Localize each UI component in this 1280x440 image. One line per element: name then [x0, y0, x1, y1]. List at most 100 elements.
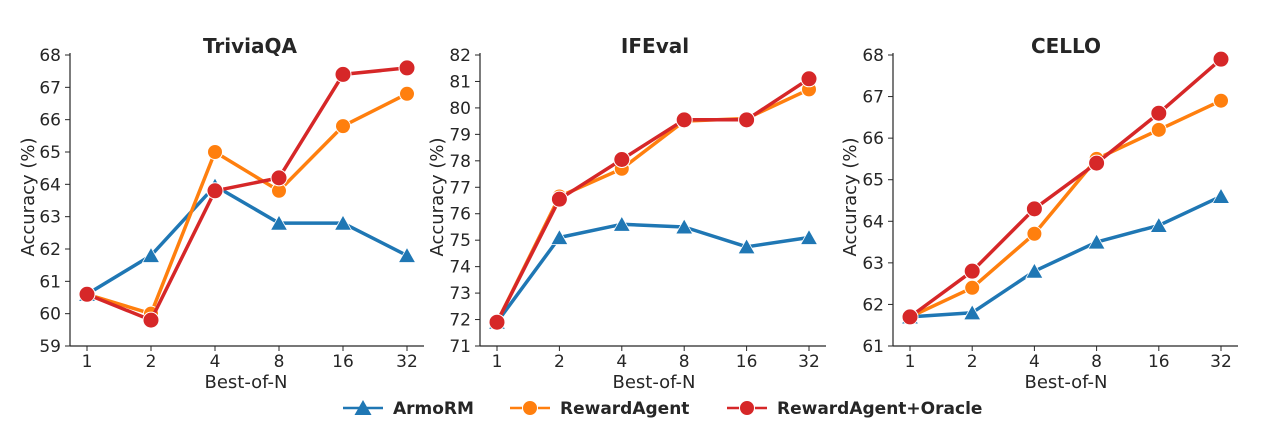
y-tick-label-ifeval: 74	[449, 258, 471, 278]
plot-area-triviaqa: 59 60 61 62 63 64 65 66 67 68 1 2 4 8 16 32	[39, 46, 424, 372]
data-point-armorm-cello	[1025, 262, 1044, 279]
x-tick-label-ifeval: 16	[736, 352, 758, 372]
x-axis-label-cello: Best-of-N	[1024, 372, 1107, 393]
series-line-rewardagent-oracle-ifeval	[495, 77, 810, 323]
legend-item-armorm: ArmoRM	[343, 399, 474, 419]
y-tick-label-cello: 68	[862, 46, 884, 66]
legend-marker-rewardagent	[522, 400, 538, 416]
data-point-rewardagent-oracle-ifeval	[738, 111, 756, 129]
data-point-rewardagent-oracle-ifeval	[613, 150, 631, 168]
series-line-armorm-cello	[909, 194, 1222, 319]
data-point-armorm-cello	[1149, 216, 1168, 233]
x-tick-label-ifeval: 1	[492, 352, 503, 372]
x-tick-label-ifeval: 4	[616, 352, 627, 372]
x-tick-label-triviaqa: 1	[82, 352, 93, 372]
data-point-armorm-triviaqa	[397, 246, 417, 263]
series-line-armorm-triviaqa	[86, 184, 408, 296]
y-tick-label-cello: 67	[862, 88, 884, 108]
y-tick-label-triviaqa: 61	[39, 272, 61, 292]
x-tick-label-triviaqa: 32	[396, 352, 418, 372]
data-point-rewardagent-oracle-cello	[1212, 50, 1230, 68]
data-point-rewardagent-oracle-triviaqa	[142, 311, 160, 329]
data-point-armorm-ifeval	[737, 237, 756, 255]
y-tick-label-ifeval: 77	[449, 178, 471, 198]
y-tick-label-triviaqa: 66	[39, 111, 61, 131]
panel-ifeval: IFEval Accuracy (%) Best-of-N 71 72 73 74 75…	[427, 34, 826, 393]
data-point-rewardagent-cello	[1150, 121, 1167, 138]
y-tick-label-triviaqa: 68	[39, 46, 61, 66]
panel-triviaqa: TriviaQA Accuracy (%) Best-of-N 59 60 61 62…	[18, 34, 424, 393]
panel-cello: CELLO Accuracy (%) Best-of-N 61626364656…	[840, 34, 1238, 393]
data-point-rewardagent-triviaqa	[207, 144, 223, 160]
data-point-armorm-ifeval	[550, 228, 569, 245]
data-point-rewardagent-oracle-triviaqa	[270, 169, 288, 187]
x-tick-label-ifeval: 8	[679, 352, 690, 372]
x-tick-label-cello: 16	[1148, 352, 1170, 372]
data-point-rewardagent-oracle-ifeval	[488, 313, 506, 331]
data-point-rewardagent-oracle-cello	[963, 262, 981, 280]
y-tick-label-triviaqa: 62	[39, 240, 61, 260]
data-point-rewardagent-oracle-ifeval	[675, 111, 693, 129]
y-tick-label-ifeval: 79	[449, 125, 471, 145]
series-line-rewardagent-cello	[909, 99, 1222, 319]
data-point-rewardagent-oracle-triviaqa	[78, 285, 96, 303]
series-line-rewardagent-oracle-triviaqa	[86, 66, 408, 322]
series-line-armorm-ifeval	[495, 222, 810, 324]
x-tick-label-cello: 4	[1029, 352, 1040, 372]
y-tick-label-ifeval: 76	[449, 205, 471, 225]
y-tick-label-cello: 63	[862, 254, 884, 274]
data-point-armorm-ifeval	[612, 215, 631, 232]
data-point-rewardagent-oracle-ifeval	[550, 190, 568, 208]
data-point-rewardagent-oracle-cello	[901, 308, 919, 326]
y-axis-label-cello: Accuracy (%)	[840, 137, 861, 256]
x-tick-label-cello: 2	[967, 352, 978, 372]
legend-label-rewardagent: RewardAgent	[560, 399, 689, 419]
data-point-rewardagent-oracle-triviaqa	[206, 182, 224, 200]
y-tick-label-ifeval: 80	[449, 99, 471, 119]
plot-area-ifeval: 71 72 73 74 75 76 77 78 79 80 81 82 1 2 4 8 16 32	[449, 46, 826, 372]
data-point-rewardagent-oracle-triviaqa	[334, 65, 352, 83]
y-tick-label-triviaqa: 59	[39, 337, 61, 357]
y-tick-label-cello: 64	[862, 212, 884, 232]
data-point-armorm-triviaqa	[269, 214, 289, 231]
data-point-rewardagent-triviaqa	[335, 118, 351, 135]
x-tick-label-triviaqa: 8	[274, 352, 285, 372]
y-tick-label-ifeval: 75	[449, 231, 471, 251]
x-axis-label-ifeval: Best-of-N	[612, 372, 695, 393]
chart-title-ifeval: IFEval	[621, 34, 689, 58]
x-tick-label-ifeval: 32	[798, 352, 820, 372]
y-tick-label-ifeval: 82	[449, 46, 471, 66]
y-tick-label-triviaqa: 63	[39, 208, 61, 228]
data-point-rewardagent-oracle-cello	[1025, 200, 1043, 218]
y-tick-label-ifeval: 73	[449, 284, 471, 304]
y-tick-label-cello: 65	[862, 171, 884, 191]
chart-title-cello: CELLO	[1031, 34, 1101, 58]
data-point-armorm-cello	[1087, 233, 1106, 250]
data-point-rewardagent-cello	[1213, 92, 1229, 109]
y-tick-label-triviaqa: 64	[39, 175, 61, 195]
data-point-armorm-ifeval	[675, 218, 694, 235]
legend-marker-rewardagent-oracle	[739, 400, 755, 416]
data-point-rewardagent-oracle-cello	[1150, 104, 1168, 122]
data-point-rewardagent-oracle-cello	[1088, 154, 1106, 172]
x-tick-label-triviaqa: 16	[332, 352, 354, 372]
x-axis-label-triviaqa: Best-of-N	[204, 372, 287, 393]
data-point-armorm-cello	[1211, 187, 1231, 204]
y-tick-label-ifeval: 72	[449, 311, 471, 331]
y-tick-label-triviaqa: 67	[39, 78, 61, 98]
x-tick-label-triviaqa: 2	[146, 352, 157, 372]
legend-marker-armorm	[354, 400, 372, 415]
data-point-armorm-triviaqa	[141, 246, 161, 263]
legend: ArmoRM RewardAgent RewardAgent+Oracle	[343, 399, 982, 419]
chart-title-triviaqa: TriviaQA	[203, 34, 298, 58]
data-point-armorm-ifeval	[799, 228, 819, 245]
x-tick-label-ifeval: 2	[554, 352, 565, 372]
y-tick-label-ifeval: 81	[449, 72, 471, 92]
x-tick-label-cello: 1	[905, 352, 916, 372]
data-point-rewardagent-oracle-ifeval	[800, 70, 818, 88]
data-point-rewardagent-oracle-triviaqa	[398, 59, 416, 77]
x-tick-label-cello: 8	[1091, 352, 1102, 372]
y-tick-label-triviaqa: 65	[39, 143, 61, 163]
y-tick-label-cello: 61	[862, 337, 884, 357]
